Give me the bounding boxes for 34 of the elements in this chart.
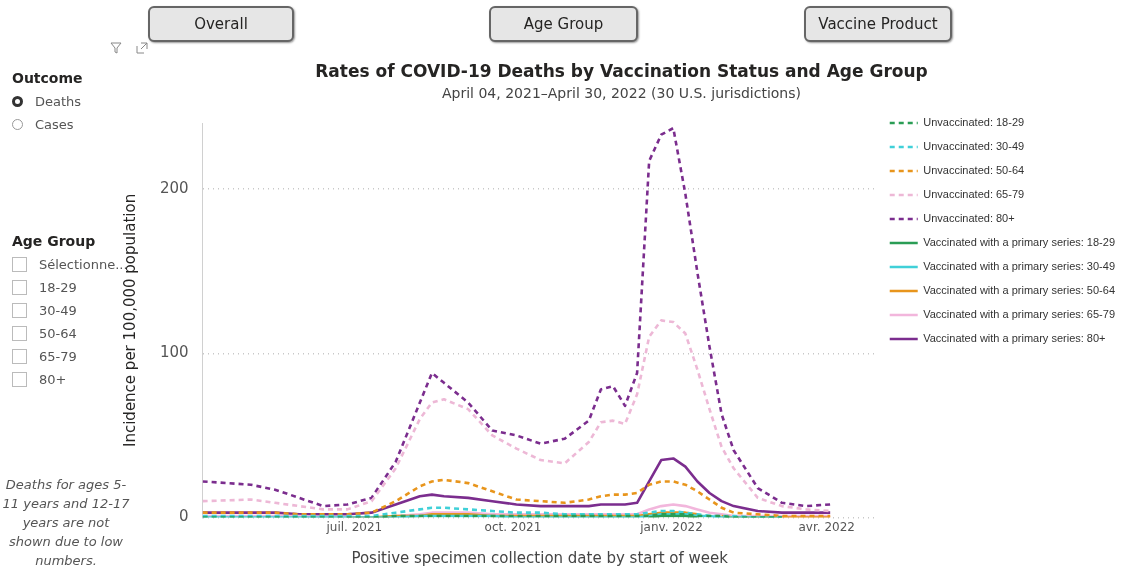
x-tick-label: oct. 2021 <box>484 519 542 534</box>
legend-label: Unvaccinated: 50-64 <box>923 163 1025 176</box>
chart-subtitle: April 04, 2021–April 30, 2022 (30 U.S. jurisdictions) <box>442 85 801 102</box>
y-tick-label: 100 <box>159 343 189 362</box>
text: Cases <box>35 117 74 132</box>
text: Outcome <box>12 70 84 86</box>
legend-label: Unvaccinated: 65-79 <box>923 187 1025 200</box>
legend-label: Vaccinated with a primary series: 65-79 <box>923 307 1116 320</box>
text: 80+ <box>39 372 67 387</box>
text: 18-29 <box>39 280 77 295</box>
x-tick-label: janv. 2022 <box>639 519 703 534</box>
x-tick-label: juil. 2021 <box>325 519 383 534</box>
text: Deaths <box>35 94 82 109</box>
y-tick-label: 200 <box>159 178 189 197</box>
text: 30-49 <box>39 303 77 318</box>
text: 65-79 <box>39 349 77 364</box>
chart-title: Rates of COVID-19 Deaths by Vaccination Status and Age Group <box>315 60 928 81</box>
line-series <box>202 126 832 508</box>
legend-label: Unvaccinated: 80+ <box>923 211 1015 224</box>
x-tick-label: avr. 2022 <box>798 519 855 534</box>
x-axis-title: Positive specimen collection date by start of week <box>351 548 729 567</box>
legend-label: Unvaccinated: 30-49 <box>923 139 1025 152</box>
text: Age Group <box>12 233 96 249</box>
text: Deaths for ages 5-11 years and 12-17 years are not shown due to low numbers. <box>1 476 131 570</box>
text: Vaccine Product <box>804 6 952 42</box>
legend-label: Vaccinated with a primary series: 80+ <box>923 331 1106 344</box>
legend-label: Vaccinated with a primary series: 50-64 <box>923 283 1116 296</box>
legend-label: Vaccinated with a primary series: 30-49 <box>923 259 1116 272</box>
y-tick-label: 0 <box>179 507 189 526</box>
legend-label: Unvaccinated: 18-29 <box>923 115 1025 128</box>
text: Age Group <box>489 6 638 42</box>
text: 50-64 <box>39 326 77 341</box>
text: Overall <box>148 6 294 42</box>
legend-label: Vaccinated with a primary series: 18-29 <box>923 235 1116 248</box>
